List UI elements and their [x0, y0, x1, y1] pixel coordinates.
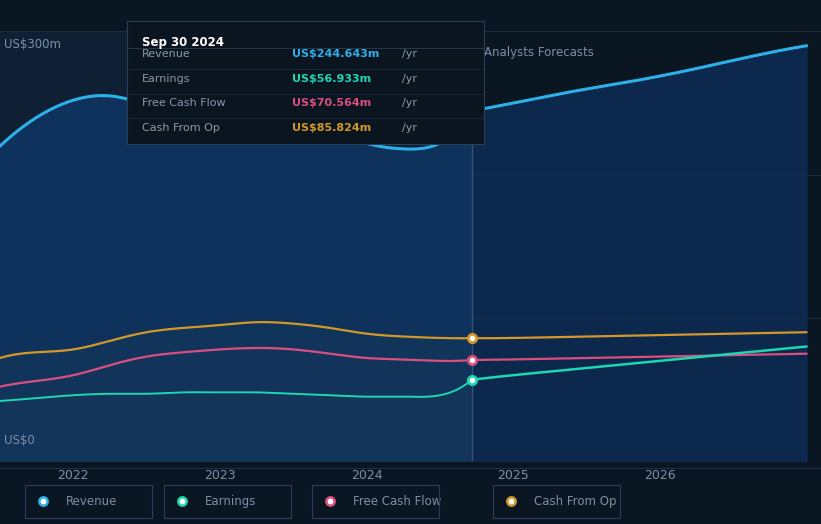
Text: Earnings: Earnings	[205, 495, 257, 508]
Text: Earnings: Earnings	[141, 74, 190, 84]
Text: US$56.933m: US$56.933m	[291, 74, 370, 84]
Text: Cash From Op: Cash From Op	[534, 495, 616, 508]
Text: Revenue: Revenue	[66, 495, 117, 508]
Text: /yr: /yr	[402, 49, 417, 59]
Text: /yr: /yr	[402, 123, 417, 133]
Text: US$244.643m: US$244.643m	[291, 49, 379, 59]
Text: Free Cash Flow: Free Cash Flow	[141, 99, 225, 108]
Text: /yr: /yr	[402, 99, 417, 108]
Bar	[472, 31, 821, 461]
Text: Revenue: Revenue	[141, 49, 190, 59]
Text: US$0: US$0	[4, 434, 34, 447]
Text: US$85.824m: US$85.824m	[291, 123, 371, 133]
Text: Free Cash Flow: Free Cash Flow	[353, 495, 442, 508]
Text: Analysts Forecasts: Analysts Forecasts	[484, 47, 594, 59]
Text: /yr: /yr	[402, 74, 417, 84]
Text: US$70.564m: US$70.564m	[291, 99, 371, 108]
Text: Cash From Op: Cash From Op	[141, 123, 219, 133]
Text: Past: Past	[438, 47, 468, 59]
Text: US$300m: US$300m	[4, 38, 61, 51]
Text: Sep 30 2024: Sep 30 2024	[141, 36, 223, 49]
Bar	[0, 31, 472, 461]
